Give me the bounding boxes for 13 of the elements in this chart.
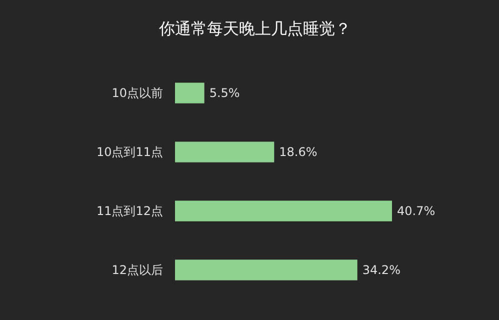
bar — [175, 260, 358, 280]
data-label: 18.6% — [279, 145, 318, 160]
y-tick-label: 11点到12点 — [96, 204, 163, 218]
data-label: 40.7% — [397, 204, 436, 218]
bar — [175, 142, 274, 162]
y-tick-label: 12点以后 — [112, 263, 163, 278]
chart-title: 你通常每天晚上几点睡觉？ — [158, 19, 351, 38]
y-tick-label: 10点以前 — [112, 86, 163, 100]
y-tick-label: 10点到11点 — [96, 145, 163, 160]
bar — [175, 82, 204, 104]
data-label: 34.2% — [362, 263, 400, 278]
data-label: 5.5% — [209, 86, 240, 100]
bar — [175, 200, 392, 222]
